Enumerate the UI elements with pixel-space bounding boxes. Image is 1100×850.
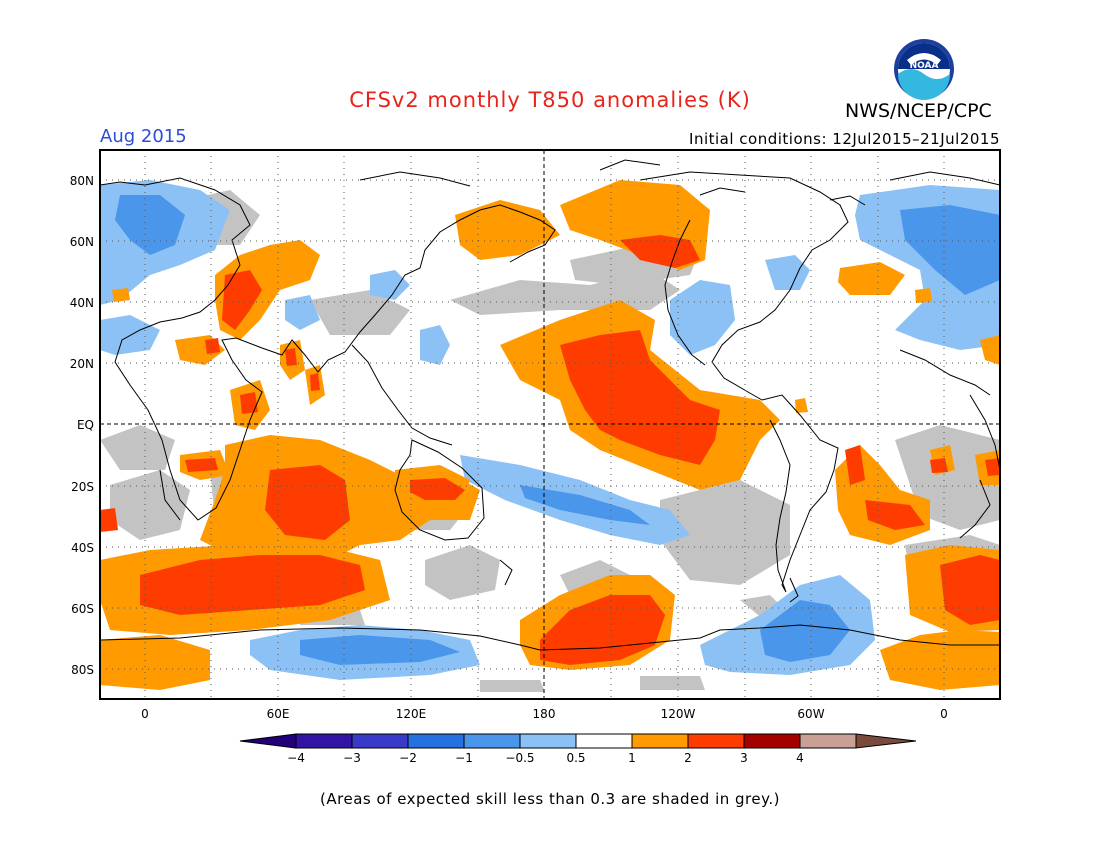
legend-color-box	[687, 733, 745, 749]
legend-arrow-low	[239, 733, 297, 749]
lat-label: 40N	[70, 296, 94, 310]
legend-tick-label: 4	[796, 751, 804, 765]
legend-tick-label: 3	[740, 751, 748, 765]
anomaly-map: 80N 60N 40N 20N EQ 20S 40S 60S 80S 0 60E…	[70, 149, 1001, 720]
color-legend: −4 −3 −2 −1 −0.5 0.5 1 2 3 4	[239, 733, 917, 765]
lon-label: 180	[533, 707, 556, 720]
legend-color-box	[519, 733, 577, 749]
equator-dateline	[100, 150, 1000, 699]
legend-tick-label: 2	[684, 751, 692, 765]
lon-label: 60E	[267, 707, 290, 720]
legend-color-box	[351, 733, 409, 749]
legend-color-box	[631, 733, 689, 749]
legend-tick-label: −1	[455, 751, 473, 765]
latitude-labels: 80N 60N 40N 20N EQ 20S 40S 60S 80S	[70, 174, 94, 677]
map-frame	[99, 149, 1001, 700]
legend-tick-label: −0.5	[505, 751, 534, 765]
noaa-logo-text: NOAA	[910, 61, 939, 71]
legend-tick-label: −2	[399, 751, 417, 765]
legend-color-box	[575, 733, 633, 749]
lat-label: 20N	[70, 357, 94, 371]
lon-label: 60W	[797, 707, 824, 720]
skill-footnote: (Areas of expected skill less than 0.3 a…	[320, 790, 780, 808]
lon-label: 120W	[661, 707, 696, 720]
grid-lines	[100, 150, 1000, 699]
noaa-logo: NOAA	[894, 39, 954, 100]
lat-label: 40S	[71, 541, 94, 555]
lat-label: 80N	[70, 174, 94, 188]
negative-anomalies-medium	[115, 195, 1000, 665]
legend-color-box	[295, 733, 353, 749]
legend-tick-label: −4	[287, 751, 305, 765]
lat-label: 80S	[71, 663, 94, 677]
map-title: CFSv2 monthly T850 anomalies (K)	[349, 88, 751, 112]
legend-tick-label: −3	[343, 751, 361, 765]
legend-arrow-high	[855, 733, 917, 749]
legend-color-box	[743, 733, 801, 749]
lat-label: 20S	[71, 480, 94, 494]
lat-label: 60S	[71, 602, 94, 616]
legend-color-box	[463, 733, 521, 749]
legend-tick-label: 1	[628, 751, 636, 765]
positive-anomalies-medium	[100, 235, 1000, 665]
lat-label: EQ	[77, 418, 94, 432]
lon-label: 120E	[396, 707, 427, 720]
lat-label: 60N	[70, 235, 94, 249]
legend-color-box	[799, 733, 857, 749]
lon-label: 0	[940, 707, 948, 720]
forecast-month: Aug 2015	[100, 126, 187, 147]
initial-conditions: Initial conditions: 12Jul2015–21Jul2015	[689, 130, 1000, 148]
longitude-labels: 0 60E 120E 180 120W 60W 0	[141, 707, 948, 720]
legend-tick-label: 0.5	[566, 751, 585, 765]
legend-color-box	[407, 733, 465, 749]
coastlines	[100, 159, 1000, 651]
lon-label: 0	[141, 707, 149, 720]
agency-label: NWS/NCEP/CPC	[845, 100, 992, 122]
